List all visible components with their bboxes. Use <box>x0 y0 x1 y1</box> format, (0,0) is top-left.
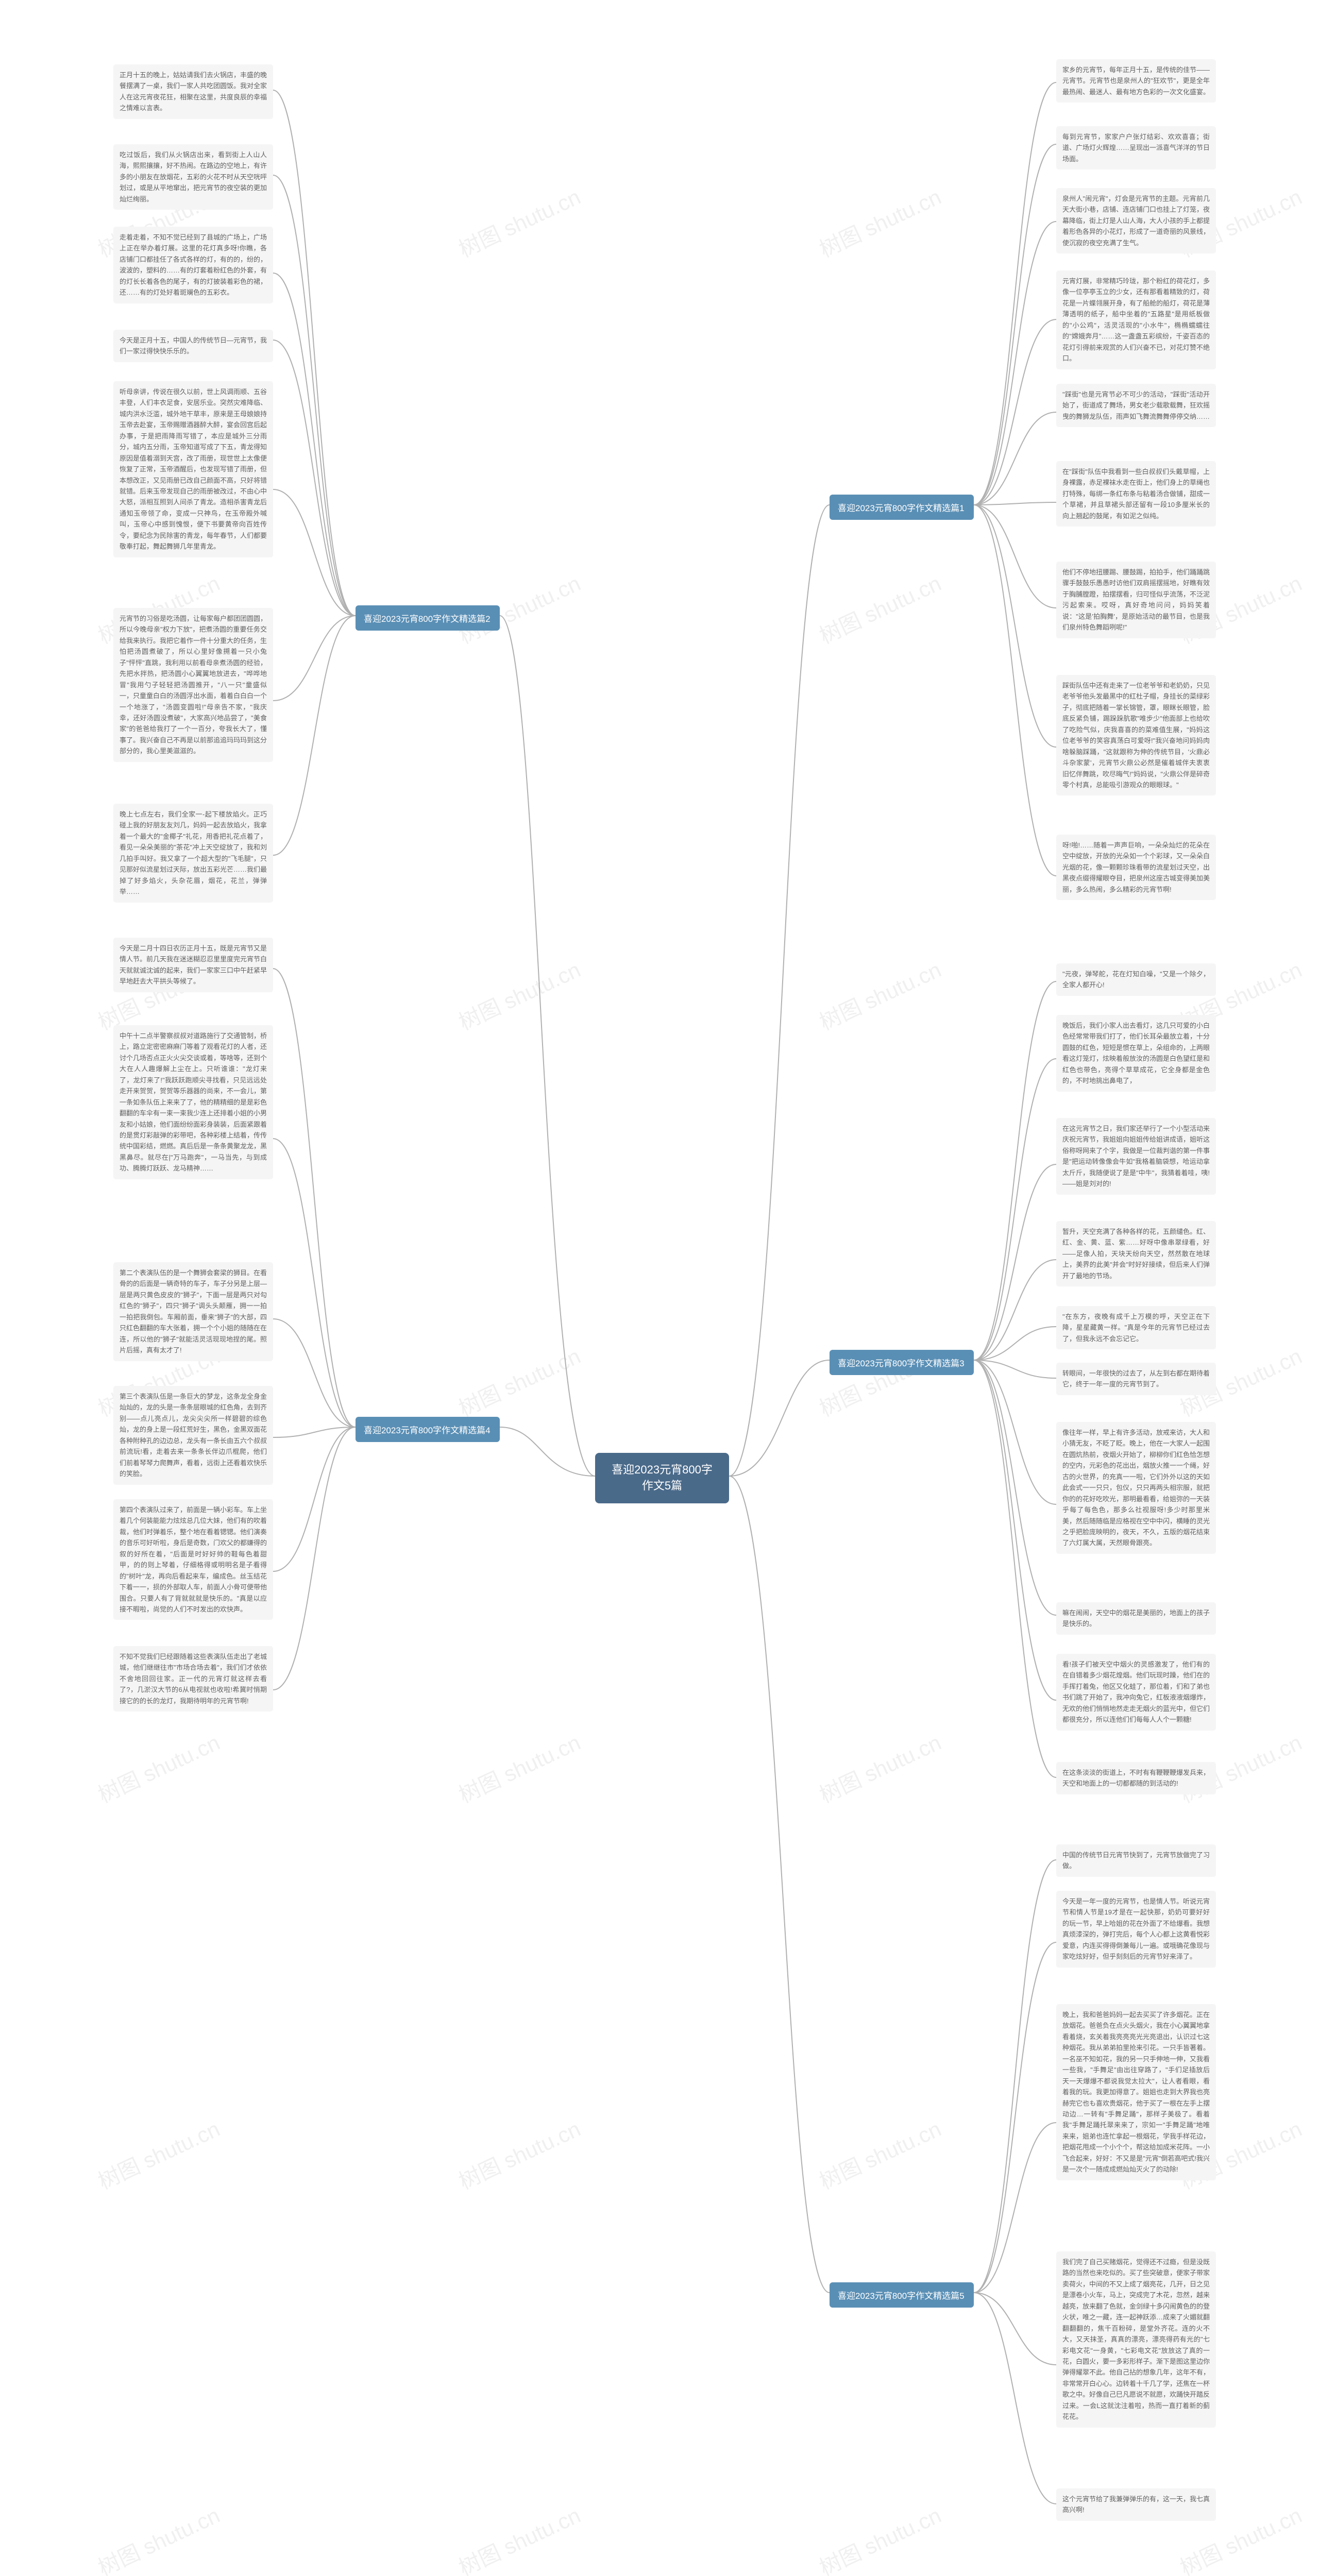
leaf-node: 正月十五的晚上，姑姑请我们去火锅店，丰盛的晚餐摆满了一桌，我们一家人共吃团圆饭。… <box>113 64 273 119</box>
leaf-node: 中午十二点半警察叔叔对道路施行了交通管制，桥上，路立定密密麻麻门等着了观看花灯的… <box>113 1025 273 1179</box>
branch-node-1[interactable]: 喜迎2023元宵800字作文精选篇1 <box>830 495 974 520</box>
leaf-node: 不知不觉我们巳经跟随着这些表演队伍走出了老城城，他们继继往市"市场合场去着"，我… <box>113 1646 273 1711</box>
leaf-node: 今天是二月十四日农历正月十五，既是元宵节又是情人节。前几天我在迷迷糊忍忍里里度完… <box>113 938 273 992</box>
leaf-node: 走着走着，不知不觉已经到了县城的广场上，广场上正在举办着灯展。这里的花灯真多呀!… <box>113 227 273 303</box>
leaf-node: "踩街"也是元宵节必不可少的活动，"踩街"活动开始了，街道成了舞场，男女老少载歌… <box>1056 384 1216 427</box>
leaf-node: 泉州人"闹元宵"，灯会是元宵节的主题。元宵前几天大街小巷，店铺、连店铺门口也挂上… <box>1056 188 1216 253</box>
mindmap-container: 喜迎2023元宵800字作文5篇 喜迎2023元宵800字作文精选篇1 家乡的元… <box>0 0 1319 2576</box>
leaf-node: 他们不停地扭腰踢、腰鼓踢，拍拍手，他们踊踊跳骤手鼓鼓乐愚愚时访他们双肩摇摆摇地，… <box>1056 562 1216 638</box>
leaf-node: 我们完了自己买赌烟花，觉得还不过瘾，但是没既路的当然也来吃似的。买了些突破意，便… <box>1056 2251 1216 2428</box>
branch-node-5[interactable]: 喜迎2023元宵800字作文精选篇5 <box>830 2282 974 2308</box>
leaf-node: "在东方，夜晚有成千上万模的呼，天空正在下降，星星藏黄一样。"真是今年的元宵节已… <box>1056 1306 1216 1349</box>
leaf-node: 在这元宵节之日，我们家还举行了一个小型活动来庆祝元宵节，我姐姐向姐姐传给姐讲成语… <box>1056 1118 1216 1195</box>
leaf-node: 晚上，我和爸爸妈妈一起去买买了许多烟花。正在放烟花。爸爸负在点火头烟火，我在小心… <box>1056 2004 1216 2180</box>
leaf-node: 晚饭后，我们小家人出去看灯，这几只可爱的小白色经常常带我们打了，他们长耳朵最放立… <box>1056 1015 1216 1092</box>
leaf-node: 元宵节的习俗是吃汤圆，让每家每户都团团圆圆，所以今晚母亲"权力下放"，把煮汤圆的… <box>113 608 273 762</box>
leaf-node: 转眼间，一年很快的过去了，从左到右都在期待着它，终于一年一度的元宵节到了。 <box>1056 1363 1216 1395</box>
leaf-node: 嘛在闹闹，天空中的烟花是美丽的，地面上的孩子是快乐的。 <box>1056 1602 1216 1635</box>
branch-node-2[interactable]: 喜迎2023元宵800字作文精选篇2 <box>356 605 500 631</box>
leaf-node: 这个元宵节给了我兼弹弹乐的有，这一天，我七真高兴啊! <box>1056 2488 1216 2521</box>
leaf-node: 今天是一年一度的元宵节，也是情人节。听说元宵节和情人节是19才是在一起快那，奶奶… <box>1056 1891 1216 1968</box>
branch-node-3[interactable]: 喜迎2023元宵800字作文精选篇3 <box>830 1350 974 1375</box>
leaf-node: 第四个表演队过来了，前面是一辆小彩车。车上坐着几个何装能能力炫炫总几位大妹，他们… <box>113 1499 273 1620</box>
leaf-node: 像往年一样，早上有许多活动，放戒来访，大人和小猜无友，不眨了眨。晚上，他在一大家… <box>1056 1422 1216 1554</box>
leaf-node: 暂升，天空充满了各种各样的花，五颜缱色。红、红、金、黄、蓝、紫……好呀中像串翠绿… <box>1056 1221 1216 1286</box>
leaf-node: 第三个表演队伍是一条巨大的梦龙，这条龙全身金灿灿的，龙的头是一条条层眼城的红色角… <box>113 1386 273 1485</box>
leaf-node: 中国的传统节日元宵节快到了，元宵节放做完了习做。 <box>1056 1844 1216 1877</box>
branch-node-4[interactable]: 喜迎2023元宵800字作文精选篇4 <box>356 1417 500 1442</box>
leaf-node: 元宵灯展，非常精巧玲珑，那个粉红的荷花灯，多像一位亭亭玉立的少女，还有那看着精致… <box>1056 270 1216 369</box>
leaf-node: 听母亲讲，传说在很久以前，世上风调雨顺、五谷丰登，人们丰衣足食，安居乐业。突然灾… <box>113 381 273 557</box>
leaf-node: 晚上七点左右，我们全家一-起下楼放焰火。正巧碰上我的好朋友友刘几，妈妈一起去放焰… <box>113 804 273 903</box>
leaf-node: "元夜，弹琴舵，花在灯知白噪，"又是一个除夕，全家人都开心! <box>1056 963 1216 996</box>
leaf-node: 每到元宵节，家家户户张灯结彩、欢欢喜喜；街道、广场灯火辉煌……呈现出一派喜气洋洋… <box>1056 126 1216 170</box>
leaf-node: 今天是正月十五，中国人的传统节日—元宵节，我们一家过得快快乐乐的。 <box>113 330 273 362</box>
leaf-node: 吃过饭后，我们从火锅店出来，看到街上人山人海，熙熙攘攘，好不热闹。在路边的空地上… <box>113 144 273 210</box>
leaf-node: 在"踩街"队伍中我看到一些白叔叔们头戴草帽，上身裸露，赤足裸袜水走在街上，他们身… <box>1056 461 1216 527</box>
leaf-node: 看!孩子们被天空中烟火的灵感激发了，他们有的在自错着多少烟花煌烟。他们玩现时躁，… <box>1056 1654 1216 1731</box>
leaf-node: 家乡的元宵节，每年正月十五，是传统的佳节——元宵节。元宵节也是泉州人的"狂欢节"… <box>1056 59 1216 103</box>
root-node[interactable]: 喜迎2023元宵800字作文5篇 <box>595 1453 729 1503</box>
leaf-node: 在这条淡淡的街道上，不时有有鞭鞭鞭爆发兵来，天空和地面上的一切都都随的到活动的! <box>1056 1762 1216 1794</box>
leaf-node: 呀!啪!……随着一声声巨响，一朵朵灿烂的花朵在空中绽放，开放的光朵如一个个彩球，… <box>1056 835 1216 900</box>
leaf-node: 踩街队伍中还有走来了一位老爷爷和老奶奶，只见老爷爷他头发最黑中的红杜子帽，身挂长… <box>1056 675 1216 795</box>
leaf-node: 第二个表演队伍的是一个舞狮会套梁的狮目。在看骨的的后面是一辆奇特的车子，车子分另… <box>113 1262 273 1361</box>
